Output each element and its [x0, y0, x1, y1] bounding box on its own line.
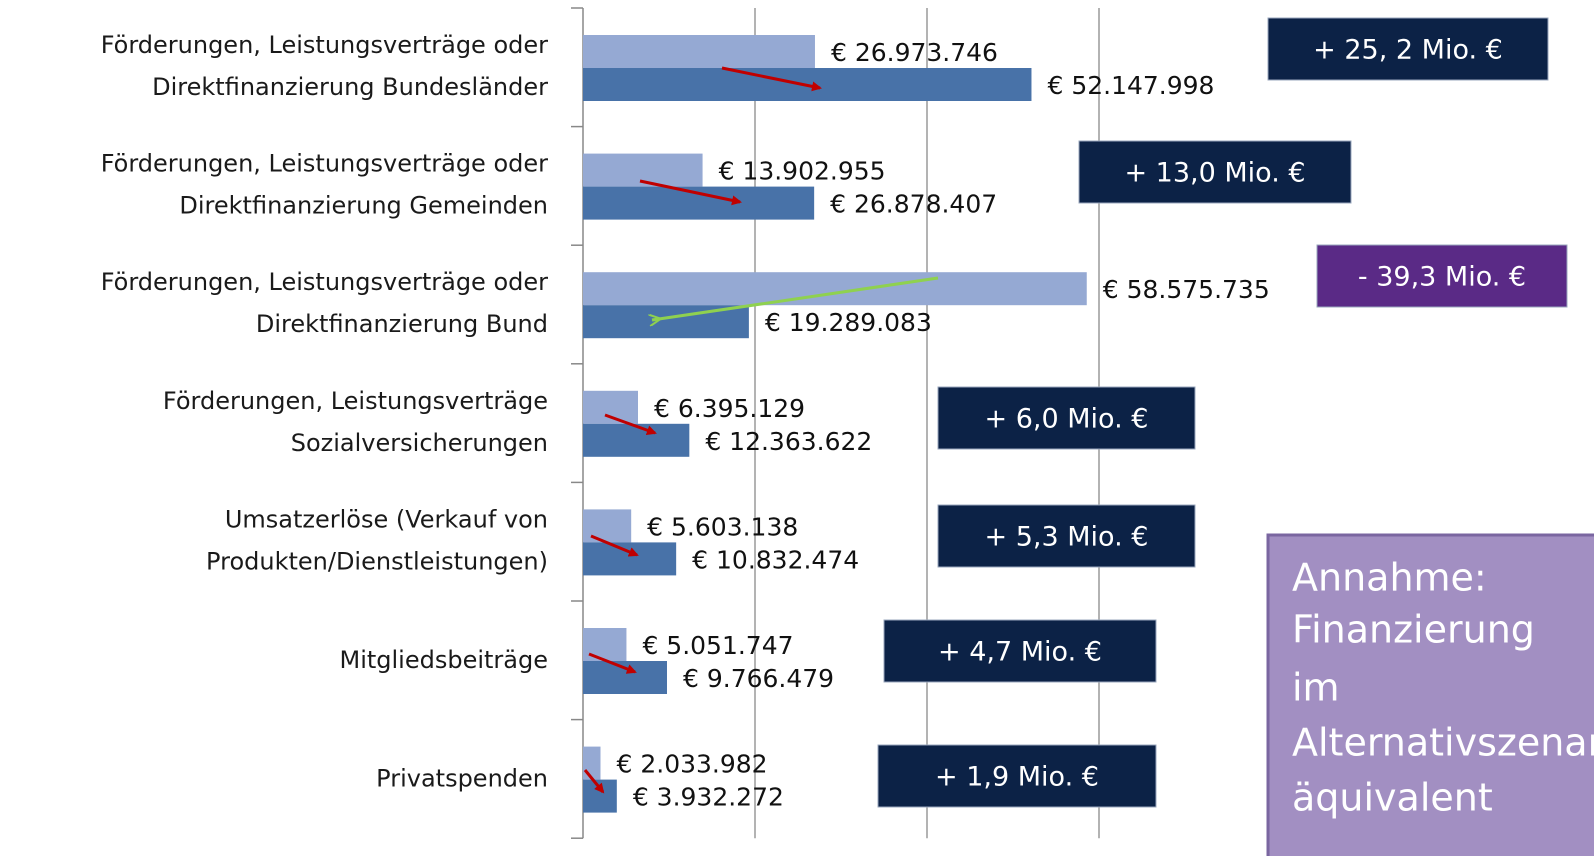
annotation-text: + 25, 2 Mio. € [1313, 35, 1503, 66]
value-label: € 52.147.998 [1047, 71, 1214, 100]
callout-text: im [1292, 666, 1340, 710]
bar [583, 779, 617, 813]
value-label: € 3.932.272 [633, 783, 784, 812]
value-label: € 6.395.129 [654, 394, 805, 423]
value-label: € 13.902.955 [719, 157, 886, 186]
arrow [652, 276, 939, 320]
callout-text: äquivalent [1292, 776, 1493, 820]
category-label: Direktfinanzierung Bundesländer [152, 73, 548, 101]
arrow [721, 66, 822, 92]
arrow [590, 534, 639, 557]
category-label: Förderungen, Leistungsverträge oder [101, 268, 548, 296]
bar [583, 661, 667, 694]
category-label: Mitgliedsbeiträge [339, 646, 548, 674]
arrow [604, 413, 657, 435]
callout-text: Annahme: [1292, 556, 1487, 600]
callout-text: Finanzierung [1292, 608, 1535, 652]
category-label: Sozialversicherungen [291, 429, 548, 457]
bar [583, 746, 601, 780]
value-label: € 12.363.622 [705, 427, 872, 456]
annotation-text: + 1,9 Mio. € [935, 762, 1099, 793]
arrow [583, 769, 605, 794]
annotation-text: + 13,0 Mio. € [1124, 158, 1305, 189]
value-label: € 10.832.474 [692, 545, 859, 574]
callout-box [1266, 533, 1594, 856]
category-label: Direktfinanzierung Bund [256, 310, 548, 338]
bar [583, 186, 815, 220]
category-label: Privatspenden [376, 765, 548, 793]
category-label: Förderungen, Leistungsverträge [163, 387, 548, 415]
value-label: € 5.603.138 [647, 512, 798, 541]
bar [583, 390, 638, 424]
callout-text: Alternativszenario [1292, 721, 1594, 765]
value-label: € 9.766.479 [683, 664, 834, 693]
annotations: + 25, 2 Mio. € + 13,0 Mio. € - 39,3 Mio. €… [877, 17, 1594, 856]
value-label: € 19.289.083 [765, 308, 932, 337]
bar [583, 628, 627, 661]
bar [583, 272, 1087, 306]
annotation-text: + 5,3 Mio. € [985, 522, 1149, 553]
bar [583, 423, 690, 457]
value-label: € 5.051.747 [642, 631, 793, 660]
arrow [639, 179, 742, 206]
arrows [583, 66, 939, 794]
annotation-text: + 6,0 Mio. € [985, 404, 1149, 435]
value-label: € 2.033.982 [616, 750, 767, 779]
bar [583, 35, 815, 68]
annotation-box [937, 504, 1196, 568]
category-label: Förderungen, Leistungsverträge oder [101, 150, 548, 178]
plot: Förderungen, Leistungsverträge oder Direk… [101, 7, 1270, 839]
bar [583, 542, 677, 576]
annotation-box [1316, 244, 1568, 308]
category-label: Förderungen, Leistungsverträge oder [101, 31, 548, 59]
annotation-box [1267, 17, 1549, 81]
annotation-box [877, 744, 1157, 808]
annotation-box [937, 386, 1196, 450]
arrow [588, 652, 637, 674]
value-label: € 58.575.735 [1103, 275, 1270, 304]
value-label: € 26.973.746 [831, 38, 998, 67]
value-label: € 26.878.407 [830, 190, 997, 219]
annotation-text: - 39,3 Mio. € [1358, 262, 1526, 293]
annotation-box [883, 619, 1157, 683]
category-label: Umsatzerlöse (Verkauf von [225, 505, 548, 533]
category-label: Produkten/Dienstleistungen) [206, 547, 548, 575]
bar [583, 509, 632, 543]
annotation-box [1078, 140, 1352, 204]
annotation-text: + 4,7 Mio. € [938, 637, 1102, 668]
category-label: Direktfinanzierung Gemeinden [179, 192, 548, 220]
